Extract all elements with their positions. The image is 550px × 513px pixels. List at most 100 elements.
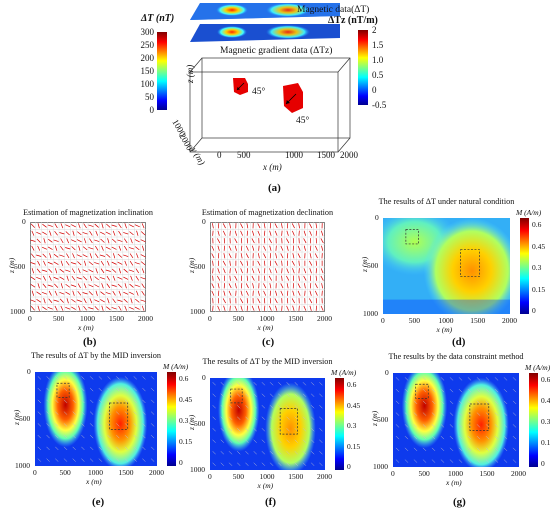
- panel_g-vector: [476, 400, 481, 405]
- panel_c-arrow: [263, 223, 266, 229]
- panel_g-vector: [440, 388, 445, 393]
- panel_e-vector: [150, 434, 155, 439]
- panel_b-arrow: [30, 299, 36, 302]
- panel_c-arrow: [292, 268, 295, 274]
- panel_b-arrow: [83, 305, 87, 311]
- panel_g-vector: [413, 447, 418, 452]
- panel_g-vector: [476, 435, 481, 440]
- panel_b-arrow: [100, 231, 105, 235]
- panel_b-arrow: [95, 230, 98, 236]
- panel_f-caption: (f): [265, 496, 276, 508]
- panel_g-vector: [449, 412, 454, 416]
- panel_c-arrow: [228, 283, 232, 289]
- panel_e-vector: [107, 458, 111, 462]
- panel_d-plot: [383, 218, 510, 314]
- panel_e-vector: [89, 458, 94, 462]
- panel_c-arrow: [211, 283, 215, 289]
- panel_c-arrow: [292, 253, 295, 259]
- panel_g-vector: [431, 412, 436, 416]
- panel_c-y-tick: 0: [202, 217, 206, 226]
- panel_b-arrow: [107, 238, 110, 244]
- panel_g-cb-tick: 0.15: [541, 438, 550, 447]
- panel_b-arrow: [54, 305, 58, 311]
- panel_f-vector: [294, 405, 298, 409]
- panel_f-vector: [311, 416, 315, 420]
- panel_e-x-tick: 500: [59, 468, 71, 477]
- panel_c-arrow: [297, 283, 301, 289]
- panel_f-vector: [220, 428, 224, 432]
- panel_c-arrow: [280, 245, 284, 251]
- panel_e-vector: [46, 376, 50, 380]
- panel_g-vector: [485, 435, 490, 440]
- panel_f-vector: [261, 428, 266, 432]
- panel_b-arrow: [128, 247, 135, 250]
- panel_f-vector: [220, 382, 224, 386]
- panel_e-vector: [63, 399, 68, 404]
- panel_g-vector: [431, 388, 436, 393]
- panel_c-arrow: [263, 253, 267, 259]
- panel_b-arrow: [142, 245, 145, 251]
- panel_e-vector: [37, 434, 42, 439]
- panel_b-arrow: [31, 290, 35, 296]
- panel_g-vector: [467, 412, 472, 416]
- panel_c-arrow: [257, 305, 260, 311]
- panel_e-vector: [89, 434, 94, 439]
- panel_d-source-box-small: [405, 229, 419, 245]
- panel_b-arrow: [30, 239, 36, 242]
- panel_c-arrow: [217, 283, 220, 289]
- panel_b-arrow: [124, 223, 127, 229]
- panel_g-vector: [485, 412, 490, 416]
- panel_b-arrow: [60, 260, 64, 266]
- cb-left-tick: 300: [140, 27, 155, 37]
- panel_e-vector: [72, 399, 76, 404]
- panel_g-vector: [476, 447, 481, 452]
- panel_f-y-tick: 500: [194, 419, 206, 428]
- panel_c-arrow: [245, 245, 249, 251]
- panel_b-arrow: [117, 276, 123, 280]
- panel_e-vector: [37, 376, 42, 380]
- panel_b-y-tick: 500: [14, 262, 26, 271]
- panel_c-arrow: [251, 275, 255, 281]
- panel_c-arrow: [286, 305, 289, 311]
- panel_c-arrow: [217, 268, 220, 274]
- panel_g-vector: [485, 424, 490, 428]
- panel_e-vector: [98, 399, 103, 404]
- panel_b-arrow: [117, 253, 123, 258]
- panel_b-arrow: [70, 284, 77, 287]
- panel_b-arrow: [101, 305, 104, 311]
- panel_d-x-axis-label: x (m): [436, 325, 453, 334]
- panel_b-arrow: [30, 306, 35, 311]
- panel_c-arrow: [269, 268, 272, 274]
- panel_f-x-tick: 1000: [259, 472, 275, 481]
- panel_g-vector: [395, 424, 400, 428]
- panel_b-arrow: [59, 291, 65, 295]
- panel_c-arrow: [223, 305, 226, 311]
- panel_f-vector: [237, 462, 241, 466]
- panel_b-arrow: [105, 231, 111, 235]
- panel_b-arrow: [72, 230, 75, 236]
- panel_f-vector: [319, 416, 323, 420]
- panel_d-cb-title: M (A/m): [516, 208, 542, 217]
- panel_b-arrow: [123, 298, 128, 303]
- panel_g-vector: [494, 459, 499, 463]
- panel_e-cb-tick: 0.45: [179, 395, 193, 404]
- panel_b-arrow: [129, 283, 134, 288]
- panel_b-arrow: [82, 254, 88, 258]
- panel_f-vector: [245, 439, 249, 443]
- panel_c-arrow: [223, 253, 226, 259]
- panel_c-arrow: [223, 230, 226, 236]
- panel_g-vector: [512, 388, 517, 393]
- panel_d-colorbar: [520, 218, 529, 314]
- panel_c-arrow: [240, 305, 243, 311]
- panel_c-arrow: [246, 275, 249, 281]
- panel_g-vector: [503, 388, 508, 393]
- panel_e-vector: [142, 387, 146, 392]
- panel_e-vector: [46, 446, 50, 451]
- panel_b-arrow: [111, 246, 117, 250]
- panel_b-arrow: [82, 246, 88, 251]
- panel_c-arrow: [320, 268, 324, 274]
- panel_g-vector: [440, 400, 445, 405]
- panel_e-vector: [107, 376, 111, 380]
- panel_e-vector: [133, 376, 137, 380]
- panel_b-arrow: [129, 291, 134, 295]
